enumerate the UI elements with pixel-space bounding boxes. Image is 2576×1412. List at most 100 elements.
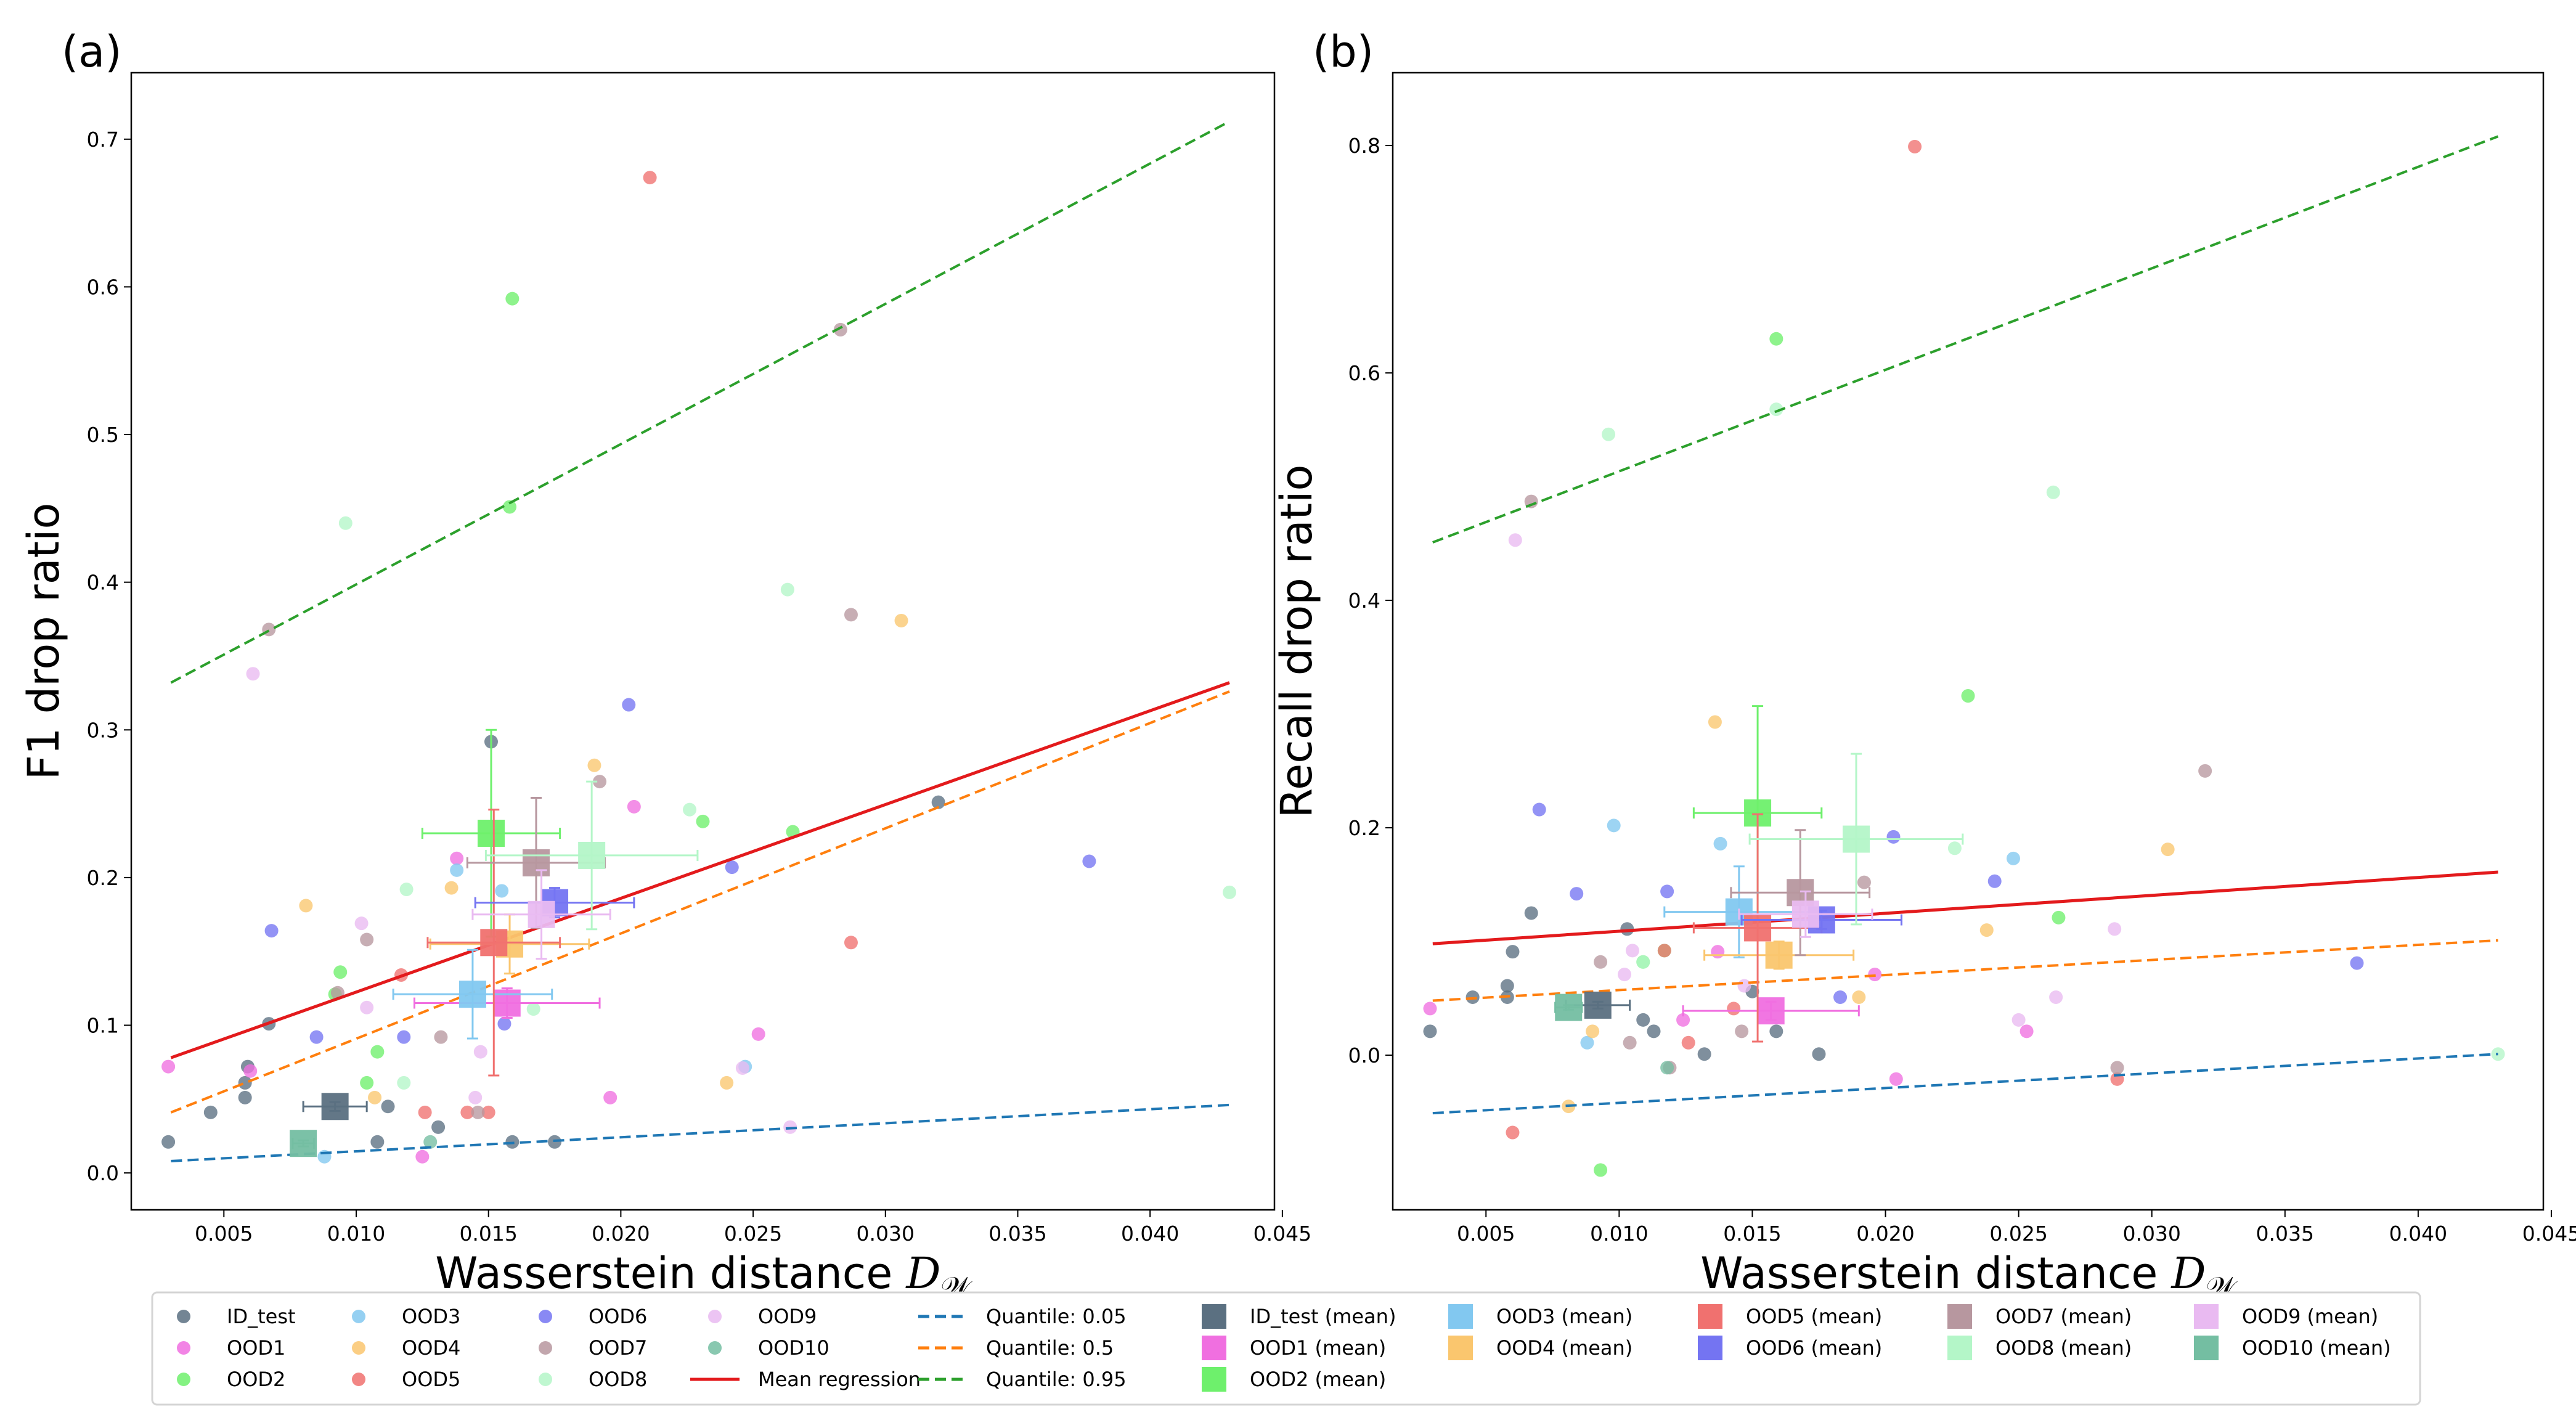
scatter-point-ood5 <box>643 171 657 185</box>
line-q95 <box>1432 135 2499 544</box>
x-tick-label: 0.045 <box>2522 1222 2576 1246</box>
scatter-point-ood5 <box>1506 1125 1520 1140</box>
mean-marker-id_test <box>321 1093 349 1120</box>
scatter-point-ood7 <box>360 932 374 947</box>
mean-marker-ood3 <box>459 981 486 1008</box>
x-tick-label: 0.015 <box>1723 1222 1781 1246</box>
scatter-point-ood7 <box>1857 875 1871 889</box>
y-tick-label: 0.8 <box>1348 134 1380 158</box>
legend-swatch-dot <box>177 1310 190 1323</box>
line-q05 <box>1432 1053 2498 1115</box>
scatter-point-ood2 <box>370 1045 385 1059</box>
plot-area <box>1423 135 2505 1177</box>
legend-swatch-square <box>2194 1336 2219 1360</box>
legend-swatch-square <box>2194 1304 2219 1329</box>
legend-label: OOD5 (mean) <box>1746 1305 1882 1328</box>
scatter-point-ood1 <box>751 1027 765 1041</box>
legend-swatch-square <box>1698 1336 1722 1360</box>
scatter-point-ood9 <box>2108 922 2122 936</box>
scatter-point-ood9 <box>2049 990 2063 1004</box>
scatter-point-ood10 <box>423 1135 438 1149</box>
legend-label: OOD1 (mean) <box>1250 1336 1386 1360</box>
scatter-point-ood2 <box>1769 332 1783 346</box>
line-mean-reg <box>1432 870 2498 945</box>
legend-swatch-square <box>1947 1336 1972 1360</box>
scatter-point-ood2 <box>2052 910 2066 924</box>
scatter-point-ood1 <box>243 1064 258 1078</box>
scatter-point-ood1 <box>603 1090 618 1104</box>
mean-marker-ood10 <box>290 1130 317 1157</box>
scatter-point-ood5 <box>1657 944 1671 958</box>
legend-swatch-dot <box>708 1310 722 1323</box>
legend-label: OOD4 <box>402 1336 460 1360</box>
legend-swatch-dot <box>177 1373 190 1386</box>
scatter-point-ood1 <box>1676 1013 1690 1027</box>
scatter-point-ood7 <box>844 608 858 622</box>
scatter-point-ood4 <box>299 899 313 913</box>
x-axis-title-text: Wasserstein distance <box>435 1248 892 1299</box>
legend-swatch-square <box>1698 1304 1722 1329</box>
scatter-point-ood7 <box>833 322 847 337</box>
scatter-point-ood7 <box>593 775 607 789</box>
scatter-point-ood3 <box>1713 836 1727 851</box>
x-axis-title: Wasserstein distance D𝒲 <box>1700 1248 2238 1304</box>
legend: ID_test OOD1 OOD2 OOD3 OOD4 OOD5 OOD6 OOD7 OOD8 O… <box>151 1291 2421 1406</box>
legend-label: OOD7 (mean) <box>1995 1305 2132 1328</box>
line-q05 <box>171 1103 1230 1162</box>
x-tick-label: 0.010 <box>327 1222 385 1246</box>
scatter-point-ood3 <box>1580 1035 1594 1050</box>
scatter-point-ood7 <box>434 1030 448 1044</box>
y-tick-label: 0.3 <box>87 718 119 742</box>
scatter-point-ood6 <box>1987 874 2002 888</box>
legend-label: Mean regression <box>758 1368 921 1391</box>
scatter-point-id_test <box>1769 1024 1783 1039</box>
scatter-point-ood9 <box>354 916 369 931</box>
y-tick-label: 0.0 <box>87 1161 119 1185</box>
scatter-point-ood4 <box>368 1090 382 1104</box>
scatter-point-ood8 <box>526 1002 540 1016</box>
scatter-point-ood4 <box>444 881 459 895</box>
scatter-point-ood4 <box>720 1075 734 1090</box>
mean-marker-ood8 <box>1842 825 1870 853</box>
x-tick-label: 0.030 <box>857 1222 915 1246</box>
legend-label: OOD5 <box>402 1368 460 1391</box>
scatter-point-id_test <box>161 1135 176 1149</box>
mean-marker-ood4 <box>1765 941 1793 969</box>
scatter-point-ood4 <box>1979 923 1994 937</box>
axes-frame <box>130 71 1276 1211</box>
scatter-point-ood7 <box>471 1105 485 1119</box>
scatter-point-ood1 <box>415 1149 430 1164</box>
legend-label: OOD6 (mean) <box>1746 1336 1882 1360</box>
scatter-point-id_test <box>238 1075 252 1090</box>
y-tick-label: 0.6 <box>1348 361 1380 385</box>
legend-label: Quantile: 0.5 <box>986 1336 1114 1360</box>
line-q95 <box>170 120 1230 684</box>
x-tick-label: 0.015 <box>459 1222 517 1246</box>
legend-label: OOD6 <box>589 1305 647 1328</box>
scatter-point-ood8 <box>683 802 697 817</box>
legend-swatch-dot <box>539 1373 552 1386</box>
legend-label: OOD2 (mean) <box>1250 1368 1386 1391</box>
scatter-point-ood4 <box>1586 1024 1600 1039</box>
legend-swatch-dot <box>352 1341 365 1355</box>
scatter-point-ood1 <box>1711 945 1725 959</box>
legend-label: OOD3 <box>402 1305 460 1328</box>
x-tick-label: 0.040 <box>1121 1222 1179 1246</box>
y-axis-title: F1 drop ratio <box>18 503 69 780</box>
scatter-point-id_test <box>381 1100 395 1114</box>
x-axis-title-symbol: D <box>905 1248 940 1299</box>
scatter-point-ood8 <box>399 883 414 897</box>
scatter-point-ood2 <box>333 965 348 979</box>
mean-marker-ood5 <box>480 929 508 957</box>
scatter-point-ood5 <box>460 1105 475 1119</box>
x-tick-label: 0.025 <box>1989 1222 2047 1246</box>
scatter-point-ood7 <box>1735 1024 1749 1039</box>
scatter-point-ood9 <box>1625 944 1639 958</box>
scatter-point-ood4 <box>587 758 601 772</box>
scatter-point-id_test <box>238 1090 252 1104</box>
legend-swatch-square <box>1202 1367 1226 1392</box>
panel-a: (a) 0.005 0.010 0.015 0.020 0.025 0.030 0.035 0.… <box>18 27 1311 1304</box>
legend-label: OOD3 (mean) <box>1496 1305 1632 1328</box>
x-axis-title-text: Wasserstein distance <box>1700 1248 2158 1299</box>
